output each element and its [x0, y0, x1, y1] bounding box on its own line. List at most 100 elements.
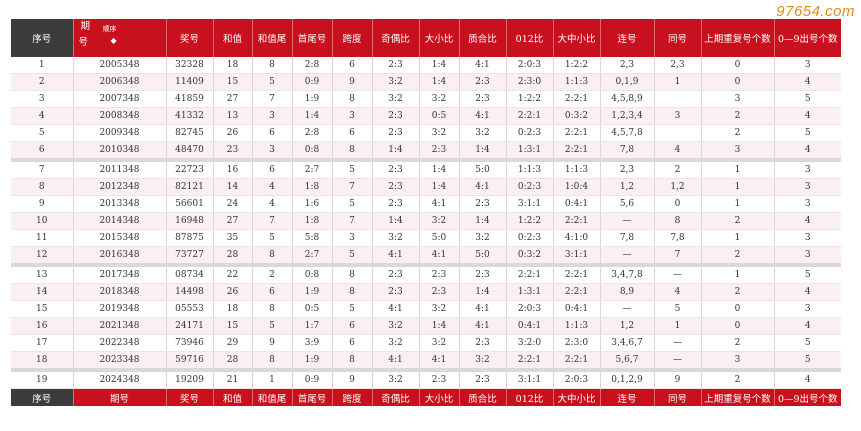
- ratio-012-cell: 0:3:2: [505, 246, 553, 266]
- consec-cell: 3,4,6,7: [599, 334, 654, 352]
- col-prime-comp-header: 质合比: [458, 19, 506, 57]
- head-tail-cell: 1:4: [291, 107, 332, 125]
- seq-cell: 11: [11, 229, 73, 247]
- prime-comp-cell: 3:2: [458, 229, 506, 247]
- repeat-cell: 3: [700, 90, 774, 108]
- footer-prime-comp: 质合比: [458, 388, 506, 406]
- period-cell: 2015348: [72, 229, 166, 247]
- sum-tail-cell: 6: [251, 283, 292, 301]
- span-cell: 6: [331, 124, 372, 142]
- header-row: 序号 期 号 顺序 ◆ 奖号 和值 和值尾 首尾号 跨度 奇偶比 大小比 质合比…: [11, 19, 841, 57]
- digits-cell: 3: [773, 229, 841, 247]
- ratio-012-cell: 3:2:0: [505, 334, 553, 352]
- footer-period: 期号: [72, 388, 166, 406]
- table-row: 12 2016348 73727 28 8 2:7 5 4:1 4:1 5:0 0:3:2 3:1:1…: [11, 246, 841, 266]
- bms-cell: 2:2:1: [552, 283, 600, 301]
- seq-cell: 7: [11, 158, 73, 179]
- seq-cell: 8: [11, 178, 73, 196]
- sum-tail-cell: 5: [251, 73, 292, 91]
- repeat-cell: 0: [700, 317, 774, 335]
- odd-even-cell: 2:3: [371, 263, 419, 284]
- col-period-header[interactable]: 期 号 顺序 ◆: [72, 19, 166, 57]
- same-cell: 1,2: [653, 178, 701, 196]
- head-tail-cell: 1:9: [291, 90, 332, 108]
- span-cell: 9: [331, 73, 372, 91]
- bms-cell: 0:4:1: [552, 195, 600, 213]
- ratio-012-cell: 1:3:1: [505, 283, 553, 301]
- ratio-012-cell: 2:2:1: [505, 107, 553, 125]
- footer-sum: 和值: [212, 388, 252, 406]
- prime-comp-cell: 4:1: [458, 317, 506, 335]
- ratio-012-cell: 0:2:3: [505, 124, 553, 142]
- prime-comp-cell: 4:1: [458, 57, 506, 74]
- prime-comp-cell: 4:1: [458, 300, 506, 318]
- sum-tail-cell: 2: [251, 263, 292, 284]
- table-row: 17 2022348 73946 29 9 3:9 6 3:2 3:2 2:3 3:2:0 2:3:0…: [11, 334, 841, 352]
- repeat-cell: 0: [700, 300, 774, 318]
- sort-order-label[interactable]: 顺序: [102, 25, 117, 33]
- col-same-header: 同号: [653, 19, 701, 57]
- period-cell: 2022348: [72, 334, 166, 352]
- prime-comp-cell: 2:3: [458, 195, 506, 213]
- ratio-012-cell: 2:2:1: [505, 263, 553, 284]
- table-row: 5 2009348 82745 26 6 2:8 6 2:3 3:2 3:2 0:2:3 2:2:1 4…: [11, 124, 841, 142]
- digits-cell: 5: [773, 263, 841, 284]
- sum-tail-cell: 7: [251, 212, 292, 230]
- seq-cell: 9: [11, 195, 73, 213]
- digits-cell: 4: [773, 141, 841, 161]
- seq-cell: 4: [11, 107, 73, 125]
- digits-cell: 5: [773, 334, 841, 352]
- repeat-cell: 1: [700, 263, 774, 284]
- same-cell: [653, 90, 701, 108]
- ratio-012-cell: 2:2:1: [505, 351, 553, 371]
- seq-cell: 3: [11, 90, 73, 108]
- same-cell: 4: [653, 283, 701, 301]
- col-repeat-header: 上期重复号个数: [700, 19, 774, 57]
- seq-cell: 14: [11, 283, 73, 301]
- table-row: 19 2024348 19209 21 1 0:9 9 3:2 2:3 2:3 3:1:1 2:0:3…: [11, 368, 841, 389]
- sum-tail-cell: 4: [251, 178, 292, 196]
- col-sum-header: 和值: [212, 19, 252, 57]
- consec-cell: 8,9: [599, 283, 654, 301]
- odd-even-cell: 2:3: [371, 107, 419, 125]
- bms-cell: 2:2:1: [552, 263, 600, 284]
- footer-repeat: 上期重复号个数: [700, 388, 774, 406]
- span-cell: 5: [331, 158, 372, 179]
- head-tail-cell: 5:8: [291, 229, 332, 247]
- repeat-cell: 2: [700, 124, 774, 142]
- prime-comp-cell: 1:4: [458, 283, 506, 301]
- number-cell: 87875: [165, 229, 213, 247]
- repeat-cell: 2: [700, 368, 774, 389]
- consec-cell: 2,3: [599, 57, 654, 74]
- col-head-tail-header: 首尾号: [291, 19, 332, 57]
- span-cell: 6: [331, 334, 372, 352]
- head-tail-cell: 2:7: [291, 246, 332, 266]
- table-row: 13 2017348 08734 22 2 0:8 8 2:3 2:3 2:3 2:2:1 2:2:1…: [11, 263, 841, 284]
- consec-cell: 1,2,3,4: [599, 107, 654, 125]
- sum-tail-cell: 5: [251, 317, 292, 335]
- repeat-cell: 0: [700, 57, 774, 74]
- consec-cell: 7,8: [599, 141, 654, 161]
- big-small-cell: 3:2: [418, 334, 459, 352]
- bms-cell: 2:2:1: [552, 124, 600, 142]
- sum-cell: 23: [212, 141, 252, 161]
- digits-cell: 4: [773, 107, 841, 125]
- number-cell: 41332: [165, 107, 213, 125]
- head-tail-cell: 1:7: [291, 317, 332, 335]
- repeat-cell: 2: [700, 107, 774, 125]
- odd-even-cell: 2:3: [371, 57, 419, 74]
- ratio-012-cell: 2:0:3: [505, 57, 553, 74]
- sum-cell: 27: [212, 212, 252, 230]
- sort-arrow-icon[interactable]: ◆: [110, 36, 117, 45]
- footer-same: 同号: [653, 388, 701, 406]
- consec-cell: —: [599, 212, 654, 230]
- same-cell: [653, 124, 701, 142]
- number-cell: 56601: [165, 195, 213, 213]
- ratio-012-cell: 1:2:2: [505, 90, 553, 108]
- odd-even-cell: 3:2: [371, 90, 419, 108]
- span-cell: 8: [331, 263, 372, 284]
- odd-even-cell: 1:4: [371, 141, 419, 161]
- table-row: 10 2014348 16948 27 7 1:8 7 1:4 3:2 1:4 1:2:2 2:2:1…: [11, 212, 841, 230]
- prime-comp-cell: 1:4: [458, 141, 506, 161]
- footer-seq: 序号: [11, 388, 73, 406]
